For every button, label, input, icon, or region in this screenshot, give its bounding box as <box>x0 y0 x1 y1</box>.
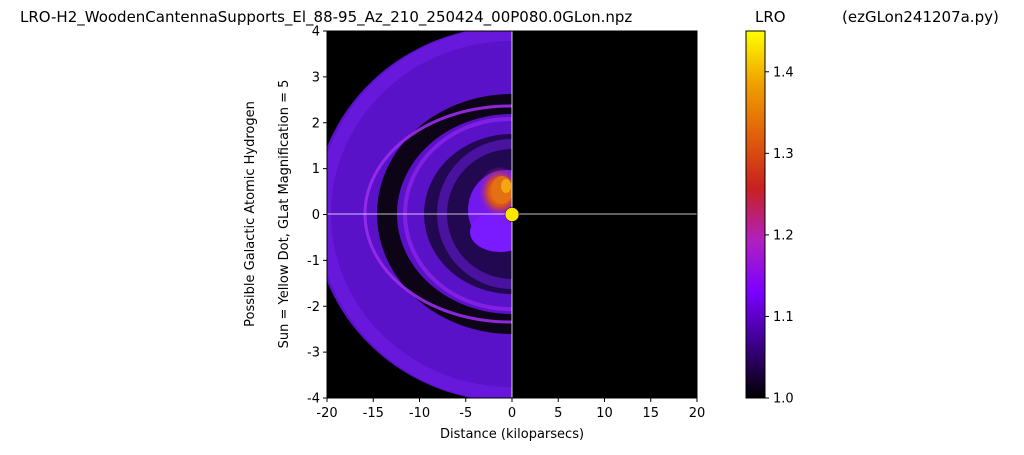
x-tick-label: 15 <box>642 406 659 421</box>
colorbar-tick-label: 1.2 <box>773 228 794 243</box>
x-axis: -20 -15 -10 -5 0 5 10 15 20 <box>316 398 705 421</box>
central-lower-lobe <box>470 212 512 252</box>
x-tick-label: -5 <box>459 406 472 421</box>
x-tick-label: 20 <box>689 406 706 421</box>
y-axis: 4 3 2 1 0 -1 -2 -3 -4 <box>307 25 327 407</box>
x-tick-label: 0 <box>508 406 516 421</box>
y-tick-label: 2 <box>312 116 320 131</box>
colorbar-tick-label: 1.3 <box>773 147 794 162</box>
x-tick-label: -20 <box>316 406 337 421</box>
colorbar-label: LRO <box>755 8 786 26</box>
colorbar-tick-label: 1.0 <box>773 392 794 407</box>
colorbar-axis: 1.0 1.1 1.2 1.3 1.4 <box>765 65 794 407</box>
y-axis-label-line-2: Sun = Yellow Dot, GLat Magnification = 5 <box>277 80 292 349</box>
y-tick-label: 0 <box>312 208 320 223</box>
y-tick-label: -2 <box>307 300 320 315</box>
x-tick-label: -15 <box>363 406 384 421</box>
y-tick-label: -1 <box>307 254 320 269</box>
sun-marker <box>504 207 520 222</box>
script-name: (ezGLon241207a.py) <box>842 8 999 26</box>
x-tick-label: 5 <box>554 406 562 421</box>
colorbar-tick-label: 1.1 <box>773 310 794 325</box>
y-tick-label: 4 <box>312 25 320 40</box>
y-axis-label-line-1: Possible Galactic Atomic Hydrogen <box>243 101 258 327</box>
hot-core-peak <box>501 179 511 193</box>
x-tick-label: -10 <box>409 406 430 421</box>
y-tick-label: -3 <box>307 346 320 361</box>
y-tick-label: 1 <box>312 162 320 177</box>
colorbar <box>745 30 766 399</box>
y-tick-label: -4 <box>307 392 320 407</box>
colorbar-tick-label: 1.4 <box>773 65 794 80</box>
chart-title: LRO-H2_WoodenCantennaSupports_El_88-95_A… <box>20 8 632 27</box>
y-tick-label: 3 <box>312 70 320 85</box>
x-axis-label: Distance (kiloparsecs) <box>440 427 584 442</box>
x-tick-label: 10 <box>596 406 613 421</box>
